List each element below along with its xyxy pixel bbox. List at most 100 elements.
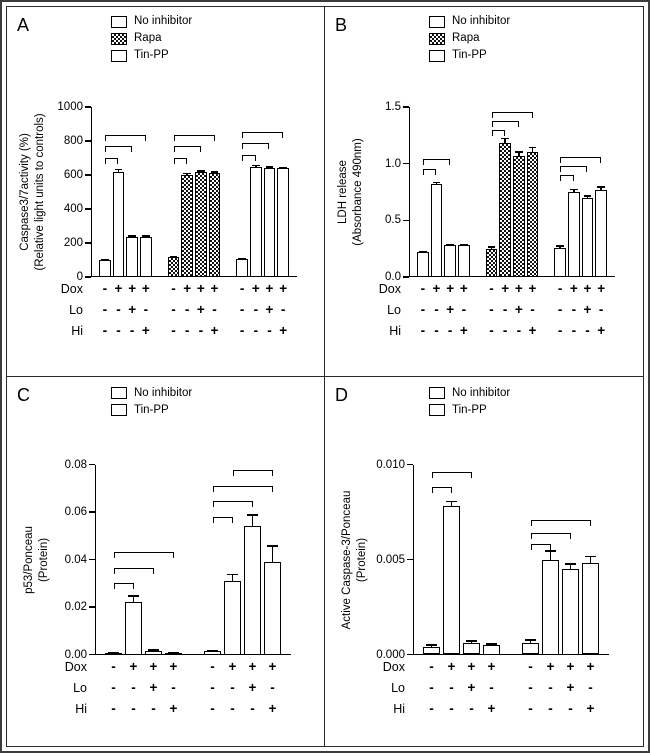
x-symbol: - (239, 281, 245, 296)
significance-bracket (173, 146, 201, 153)
x-symbol: + (129, 658, 138, 674)
error-bar-stem (449, 243, 451, 246)
y-tick-label: 1.5 (385, 101, 401, 113)
x-symbol: - (502, 302, 508, 317)
bar (499, 143, 511, 277)
bar (250, 166, 262, 277)
x-symbol: + (265, 281, 274, 296)
error-bar (128, 595, 139, 603)
x-symbol: - (102, 281, 108, 296)
significance-bracket (242, 154, 256, 161)
panel-C: C No inhibitor Tin-PP p53/Ponceau (Protein) 0… (7, 376, 325, 746)
error-bar-stem (586, 195, 589, 198)
error-bar (501, 137, 509, 144)
x-symbol: + (467, 658, 476, 674)
legend-item: Tin-PP (429, 49, 510, 62)
error-bar (108, 652, 119, 655)
significance-bracket (212, 501, 253, 508)
significance-bracket (212, 485, 273, 492)
x-symbol: + (546, 658, 555, 674)
y-tick-label: 0.06 (64, 506, 87, 518)
plot-area (95, 464, 291, 655)
legend-item: Rapa (429, 32, 510, 45)
error-bar (486, 643, 497, 646)
x-symbol: - (198, 323, 204, 338)
bar (582, 563, 599, 655)
x-symbol: - (429, 700, 434, 716)
y-tick-label: 0 (76, 271, 83, 283)
significance-bracket (242, 131, 284, 138)
error-bar (426, 644, 437, 647)
x-symbol: - (502, 323, 508, 338)
y-tick-label: 0.010 (376, 458, 405, 471)
panel-label: D (335, 384, 348, 405)
y-tick (89, 653, 95, 656)
x-symbol: - (116, 302, 121, 317)
y-tick (89, 606, 95, 608)
legend-label: No inhibitor (452, 386, 511, 399)
x-symbol: - (184, 323, 190, 338)
bar (112, 171, 125, 277)
x-symbol: - (588, 679, 593, 695)
error-bar-stem (200, 170, 202, 173)
x-symbol: + (248, 658, 257, 674)
x-symbol: + (459, 281, 468, 296)
legend-item: No inhibitor (111, 15, 192, 28)
bar (526, 152, 539, 277)
error-bar (247, 514, 258, 527)
x-symbol: - (449, 679, 454, 695)
significance-bracket (113, 583, 134, 590)
x-symbol: + (279, 323, 288, 338)
error-bar (279, 166, 287, 169)
error-bar (128, 235, 136, 238)
error-bar-stem (549, 550, 552, 560)
x-symbol: + (528, 281, 537, 296)
y-tick (407, 463, 413, 466)
y-tick (403, 219, 409, 222)
x-symbol: - (210, 658, 215, 674)
error-bar-stem (463, 243, 465, 246)
x-symbol: - (230, 700, 235, 716)
error-bar (114, 168, 123, 172)
legend-label: Tin-PP (452, 403, 487, 416)
x-symbol: + (528, 323, 537, 338)
y-tick (85, 276, 91, 278)
bar (444, 245, 456, 277)
x-symbol: + (268, 658, 277, 674)
x-symbol: - (530, 302, 535, 317)
x-symbol: - (489, 323, 494, 338)
significance-bracket (560, 156, 602, 163)
x-symbol: - (171, 679, 176, 695)
y-axis-title-line1: Active Caspase-3/Ponceau (341, 490, 354, 629)
error-bar (446, 500, 457, 507)
diagonal-pattern-swatch-icon (429, 49, 445, 62)
y-tick (85, 208, 91, 210)
bar (542, 559, 559, 655)
x-row-label: Dox (60, 282, 83, 296)
checker-pattern-swatch-icon (429, 32, 445, 45)
bar (224, 580, 241, 655)
significance-bracket (431, 487, 452, 494)
bar (208, 173, 221, 277)
x-symbol: - (489, 679, 494, 695)
error-bar-stem (117, 168, 120, 172)
error-bar-stem (559, 245, 561, 248)
white-pattern-swatch-icon (429, 387, 445, 399)
x-symbol: - (171, 323, 176, 338)
bar (264, 561, 281, 655)
bar (568, 192, 580, 277)
white-pattern-swatch-icon (111, 387, 127, 399)
x-symbol: - (489, 281, 494, 296)
diagonal-pattern-swatch-icon (111, 404, 127, 416)
significance-bracket (104, 134, 146, 141)
legend-item: No inhibitor (429, 387, 510, 400)
error-bar (101, 258, 109, 261)
x-symbol: + (487, 658, 496, 674)
x-row-label: Dox (382, 659, 405, 674)
significance-bracket (422, 169, 437, 176)
x-row-label: Dox (64, 659, 87, 674)
error-bar-stem (589, 555, 592, 564)
error-bar-stem (172, 651, 175, 654)
legend-label: No inhibitor (134, 386, 193, 399)
